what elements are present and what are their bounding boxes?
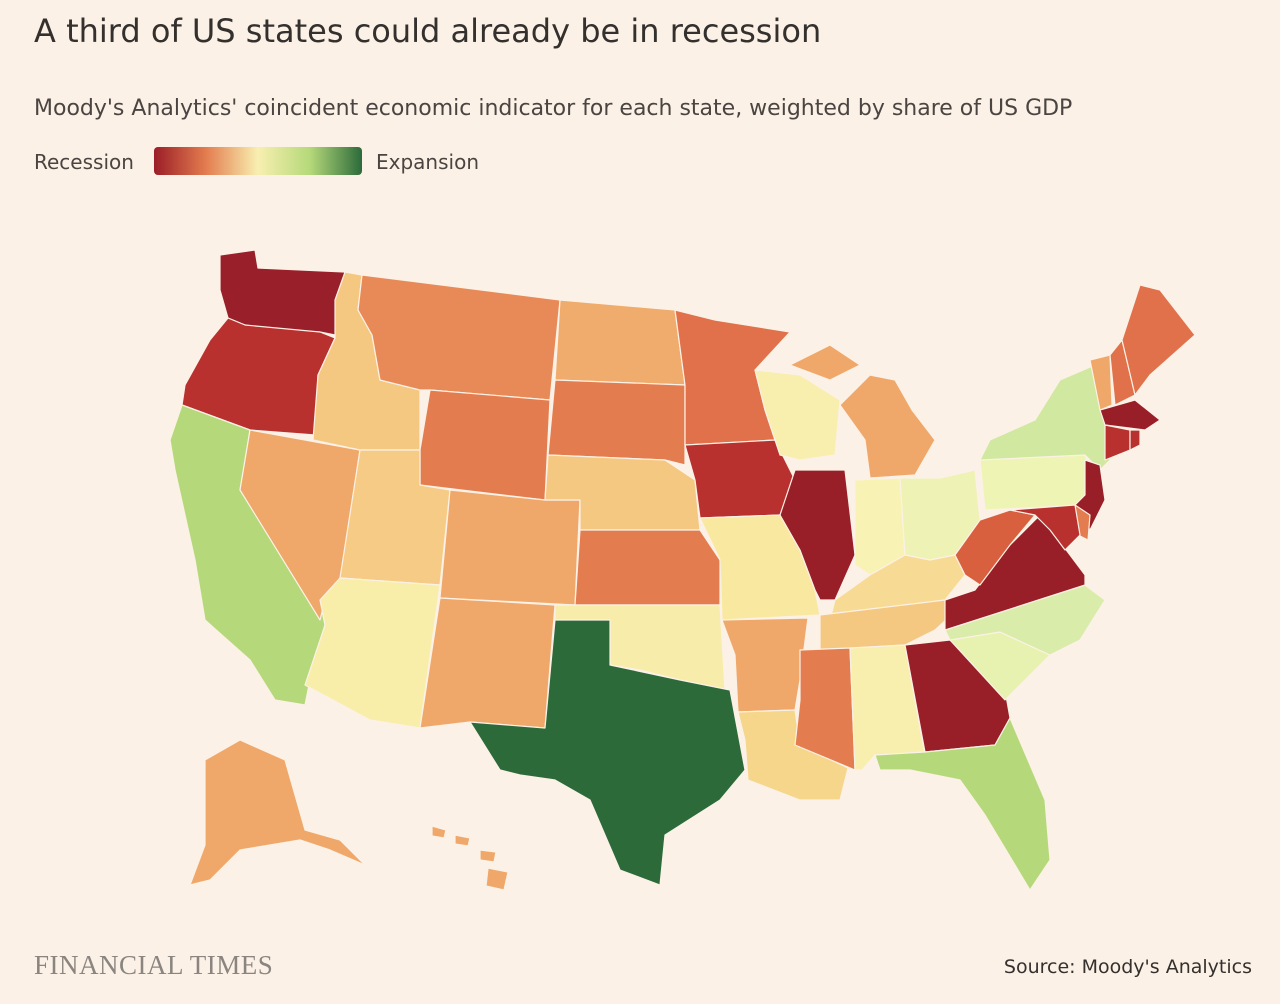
legend-gradient (154, 147, 362, 175)
legend-high-label: Expansion (376, 150, 479, 174)
state (357, 274, 561, 401)
state (874, 717, 1051, 891)
state (1099, 399, 1161, 431)
state (944, 584, 1106, 656)
state (754, 369, 841, 461)
state (839, 374, 936, 479)
state (304, 577, 441, 729)
state (721, 617, 809, 713)
legend-low-label: Recession (34, 150, 134, 174)
state (1121, 284, 1196, 396)
state (574, 529, 721, 606)
state (485, 867, 509, 891)
state (954, 509, 1036, 586)
state (1009, 504, 1081, 551)
state (979, 364, 1111, 471)
state (554, 299, 686, 386)
source: Source: Moody's Analytics (1003, 956, 1252, 978)
state (454, 834, 471, 847)
state (547, 379, 686, 466)
state (779, 469, 856, 601)
state (1129, 429, 1141, 451)
title: A third of US states could already be in… (34, 12, 822, 50)
state (419, 389, 551, 501)
state (1089, 354, 1113, 411)
state (439, 489, 581, 606)
state (1104, 424, 1131, 461)
state (431, 825, 447, 839)
state (189, 739, 366, 886)
state (789, 344, 861, 381)
logo: FINANCIAL TIMES (34, 950, 274, 980)
subtitle: Moody's Analytics' coincident economic i… (34, 96, 1073, 121)
state (794, 647, 856, 771)
state (419, 597, 556, 729)
state (469, 619, 746, 886)
state (737, 709, 849, 801)
state (479, 849, 497, 863)
